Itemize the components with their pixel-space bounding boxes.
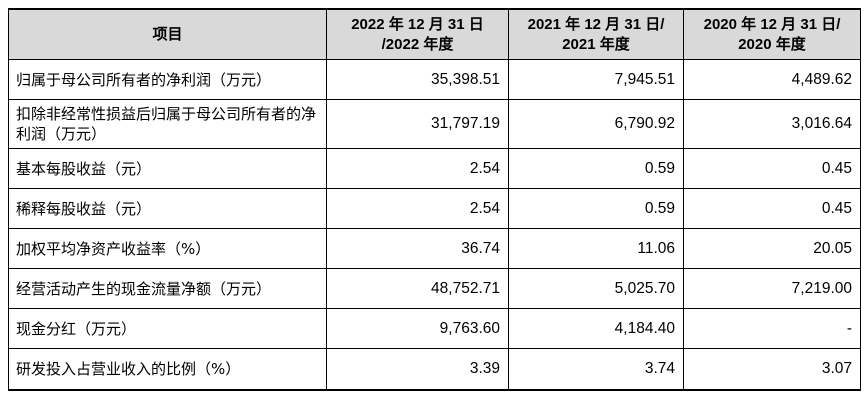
- row-label: 基本每股收益（元）: [8, 148, 327, 189]
- table-row: 研发投入占营业收入的比例（%） 3.39 3.74 3.07: [8, 348, 861, 391]
- table-row: 基本每股收益（元） 2.54 0.59 0.45: [8, 148, 861, 189]
- header-2021: 2021 年 12 月 31 日/ 2021 年度: [508, 8, 684, 60]
- cell-2020: 3,016.64: [683, 99, 861, 149]
- cell-2020: -: [683, 308, 861, 349]
- cell-2022: 36.74: [326, 228, 509, 269]
- row-label: 归属于母公司所有者的净利润（万元）: [8, 59, 327, 100]
- header-2022-line1: 2022 年 12 月 31 日: [351, 15, 484, 33]
- cell-2020: 0.45: [683, 188, 861, 229]
- cell-2022: 9,763.60: [326, 308, 509, 349]
- cell-2021: 6,790.92: [508, 99, 684, 149]
- cell-2022: 48,752.71: [326, 268, 509, 309]
- financial-indicators-table: 项目 2022 年 12 月 31 日 /2022 年度 2021 年 12 月…: [8, 8, 861, 391]
- cell-2021: 7,945.51: [508, 59, 684, 100]
- cell-2020: 3.07: [683, 348, 861, 391]
- table-row: 稀释每股收益（元） 2.54 0.59 0.45: [8, 188, 861, 229]
- cell-2021: 4,184.40: [508, 308, 684, 349]
- header-2022-line2: /2022 年度: [381, 35, 454, 53]
- table-row: 归属于母公司所有者的净利润（万元） 35,398.51 7,945.51 4,4…: [8, 59, 861, 100]
- header-2022: 2022 年 12 月 31 日 /2022 年度: [326, 8, 509, 60]
- table-row: 加权平均净资产收益率（%） 36.74 11.06 20.05: [8, 228, 861, 269]
- row-label: 经营活动产生的现金流量净额（万元）: [8, 268, 327, 309]
- header-2020-line2: 2020 年度: [738, 35, 806, 53]
- cell-2021: 3.74: [508, 348, 684, 391]
- row-label: 稀释每股收益（元）: [8, 188, 327, 229]
- table-header-row: 项目 2022 年 12 月 31 日 /2022 年度 2021 年 12 月…: [8, 8, 861, 60]
- row-label: 研发投入占营业收入的比例（%）: [8, 348, 327, 391]
- header-2021-line2: 2021 年度: [562, 35, 630, 53]
- row-label: 现金分红（万元）: [8, 308, 327, 349]
- row-label: 加权平均净资产收益率（%）: [8, 228, 327, 269]
- cell-2020: 20.05: [683, 228, 861, 269]
- cell-2020: 7,219.00: [683, 268, 861, 309]
- table-row: 扣除非经常性损益后归属于母公司所有者的净利润（万元） 31,797.19 6,7…: [8, 99, 861, 149]
- header-2020: 2020 年 12 月 31 日/ 2020 年度: [683, 8, 861, 60]
- cell-2021: 0.59: [508, 148, 684, 189]
- cell-2021: 11.06: [508, 228, 684, 269]
- header-2021-line1: 2021 年 12 月 31 日/: [527, 15, 665, 33]
- cell-2021: 0.59: [508, 188, 684, 229]
- table-row: 现金分红（万元） 9,763.60 4,184.40 -: [8, 308, 861, 349]
- cell-2022: 31,797.19: [326, 99, 509, 149]
- table-row: 经营活动产生的现金流量净额（万元） 48,752.71 5,025.70 7,2…: [8, 268, 861, 309]
- header-item: 项目: [8, 8, 327, 60]
- cell-2022: 35,398.51: [326, 59, 509, 100]
- cell-2022: 2.54: [326, 188, 509, 229]
- cell-2020: 4,489.62: [683, 59, 861, 100]
- cell-2022: 2.54: [326, 148, 509, 189]
- header-2020-line1: 2020 年 12 月 31 日/: [703, 15, 841, 33]
- cell-2021: 5,025.70: [508, 268, 684, 309]
- cell-2020: 0.45: [683, 148, 861, 189]
- header-item-label: 项目: [152, 25, 183, 43]
- cell-2022: 3.39: [326, 348, 509, 391]
- row-label: 扣除非经常性损益后归属于母公司所有者的净利润（万元）: [8, 99, 327, 149]
